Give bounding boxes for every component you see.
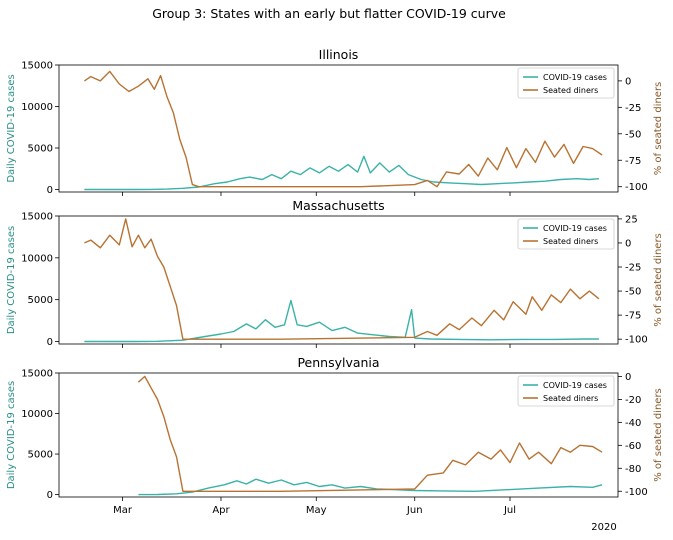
panel-massachusetts: Massachusetts 0 5000 10000 15000 -100 -75 -50 -2…: [6, 198, 664, 348]
right-tick-label: -60: [625, 441, 641, 452]
x-tick-label: May: [306, 505, 327, 516]
right-tick-label: -100: [625, 487, 648, 498]
panel-title: Pennsylvania: [297, 355, 379, 370]
cases-line: [84, 155, 599, 191]
right-tick-label: 0: [625, 372, 631, 383]
diners-line: [84, 70, 603, 188]
panel-pennsylvania: Pennsylvania 0 5000 10000 15000 -100 -80 -60 -40…: [6, 355, 664, 516]
legend-label-cases: COVID-19 cases: [543, 73, 607, 82]
legend-box: [517, 67, 615, 99]
left-tick-label: 10000: [21, 409, 53, 420]
left-axis-label: Daily COVID-19 cases: [6, 381, 17, 489]
right-tick-label: -50: [625, 287, 641, 298]
legend: COVID-19 cases Seated diners: [517, 67, 615, 99]
left-tick-label: 10000: [21, 253, 53, 264]
panel-title: Illinois: [319, 47, 359, 62]
axes-frame: [58, 64, 619, 193]
legend-label-diners: Seated diners: [543, 237, 598, 246]
right-tick-label: -75: [625, 156, 641, 167]
panel-title: Massachusetts: [292, 198, 384, 213]
x-tick-label: Mar: [113, 505, 133, 516]
left-tick-label: 5000: [28, 295, 53, 306]
right-tick-label: 0: [625, 76, 631, 87]
cases-line: [84, 299, 599, 343]
right-axis-label: % of seated diners: [653, 388, 664, 482]
left-tick-label: 0: [47, 490, 53, 501]
left-tick-label: 10000: [21, 102, 53, 113]
x-tick-label: Jul: [503, 505, 516, 516]
left-tick-label: 15000: [21, 212, 53, 223]
axes-frame: [58, 215, 619, 345]
diners-line: [84, 218, 600, 340]
legend: COVID-19 cases Seated diners: [517, 375, 615, 407]
left-tick-label: 5000: [28, 144, 53, 155]
right-axis-label: % of seated diners: [653, 82, 664, 176]
legend-label-diners: Seated diners: [543, 394, 598, 403]
legend-box: [517, 375, 615, 407]
legend-box: [517, 218, 615, 250]
right-tick-label: -100: [625, 335, 648, 346]
right-tick-label: -40: [625, 418, 641, 429]
right-tick-label: -20: [625, 395, 641, 406]
left-tick-label: 0: [47, 337, 53, 348]
right-tick-label: -50: [625, 129, 641, 140]
right-tick-label: -80: [625, 464, 641, 475]
left-axis-label: Daily COVID-19 cases: [6, 226, 17, 334]
year-label: 2020: [591, 522, 616, 533]
legend-label-cases: COVID-19 cases: [543, 224, 607, 233]
panel-illinois: Illinois 0 5000 10000 15000 -100 -75 -50 -25 0 Dai…: [6, 47, 664, 196]
left-tick-label: 15000: [21, 61, 53, 72]
figure-title: Group 3: States with an early but flatte…: [152, 6, 506, 21]
cases-line: [138, 478, 603, 496]
x-tick-label: Jun: [406, 505, 423, 516]
axes-frame: [58, 372, 619, 498]
legend: COVID-19 cases Seated diners: [517, 218, 615, 250]
right-axis-label: % of seated diners: [653, 233, 664, 327]
legend-label-cases: COVID-19 cases: [543, 381, 607, 390]
right-tick-label: -25: [625, 103, 641, 114]
left-axis-label: Daily COVID-19 cases: [6, 74, 17, 182]
diners-line: [137, 375, 603, 492]
left-tick-label: 5000: [28, 450, 53, 461]
right-tick-label: -75: [625, 311, 641, 322]
right-tick-label: 0: [625, 238, 631, 249]
left-tick-label: 0: [47, 185, 53, 196]
right-tick-label: -25: [625, 263, 641, 274]
right-tick-label: 25: [625, 214, 638, 225]
right-tick-label: -100: [625, 182, 648, 193]
left-tick-label: 15000: [21, 369, 53, 380]
x-tick-label: Apr: [212, 505, 230, 516]
legend-label-diners: Seated diners: [543, 86, 598, 95]
